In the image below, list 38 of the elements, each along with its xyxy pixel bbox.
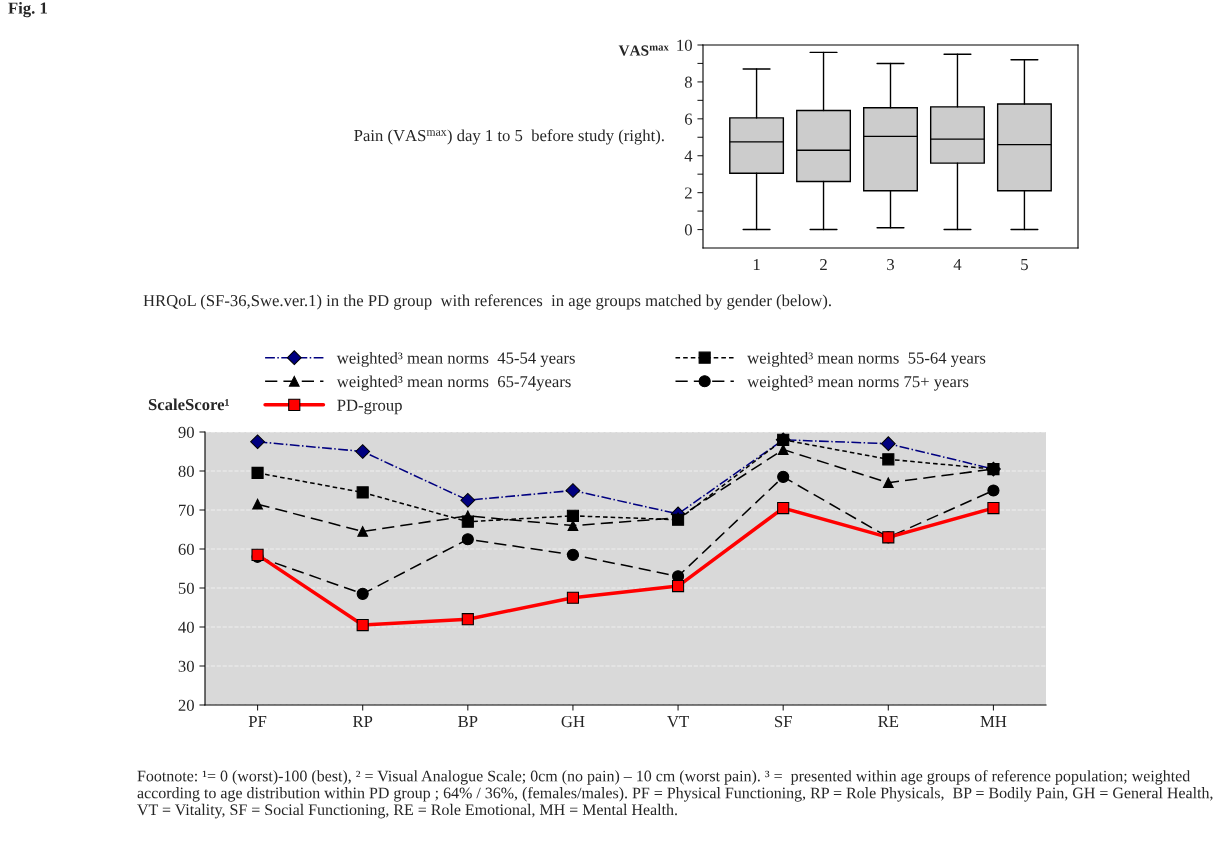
x-tick-label: 2 <box>820 258 827 270</box>
y-tick-label: 40 <box>178 621 194 633</box>
y-axis-title: ScaleScore¹ <box>148 398 229 411</box>
caption: Fig. 1 <box>8 2 47 18</box>
legend-label: weighted³ mean norms 75+ years <box>747 375 969 391</box>
x-tick-label: RP <box>352 716 373 727</box>
chart-title: HRQoL (SF-36,Swe.ver.1) in the PD group with references in age groups matched by gender (below). <box>143 294 831 310</box>
legend-label: weighted³ mean norms 45-54 years <box>336 351 575 368</box>
x-tick-label: PF <box>248 716 267 727</box>
y-axis-title: VAS$^{max}$ <box>618 45 669 56</box>
legend-label: PD-group <box>337 399 402 415</box>
x-tick-label: VT <box>667 716 689 728</box>
y-tick-label: 6 <box>684 113 693 125</box>
legend-label: weighted³ mean norms 55-64 years <box>747 351 986 368</box>
x-tick-label: MH <box>980 716 1007 727</box>
x-tick-label: 4 <box>953 259 962 270</box>
y-tick-label: 50 <box>178 582 194 594</box>
y-tick-label: 60 <box>178 543 194 555</box>
x-tick-label: 5 <box>1021 259 1028 271</box>
x-tick-label: SF <box>775 715 792 728</box>
legend-label: weighted³ mean norms 65-74years <box>336 375 571 391</box>
x-tick-label: GH <box>561 715 585 728</box>
text: Footnote: ¹= 0 (worst)-100 (best), ² = Visual Analogue Scale; 0cm (no pain) – 10 cm (worst pain). ³ = presented within age groups of reference population; weighted according to age distribution within PD group ; 64% / 36%, (females/males). PF = Physical Functioning, RP = Role Physicals, BP = Bodily Pain, GH = General Health, VT = Vitality, SF = Social Functioning, RE = Role Emotional, MH = Mental Health. <box>137 770 1213 819</box>
text: Pain (VAS$^{max}$) day 1 to 5 before study (right). <box>354 129 664 145</box>
y-tick-label: 70 <box>179 504 194 516</box>
y-tick-label: 0 <box>684 224 692 236</box>
x-tick-label: 1 <box>753 258 760 270</box>
y-tick-label: 80 <box>178 465 194 477</box>
y-tick-label: 4 <box>684 150 693 162</box>
y-tick-label: 20 <box>178 699 194 711</box>
y-tick-label: 10 <box>677 39 692 51</box>
y-tick-label: 30 <box>178 660 194 672</box>
y-tick-label: 90 <box>178 426 194 438</box>
x-tick-label: 3 <box>887 258 895 271</box>
y-tick-label: 2 <box>684 187 692 199</box>
x-tick-label: BP <box>458 716 478 728</box>
y-tick-label: 8 <box>684 76 692 88</box>
x-tick-label: RE <box>878 716 899 727</box>
